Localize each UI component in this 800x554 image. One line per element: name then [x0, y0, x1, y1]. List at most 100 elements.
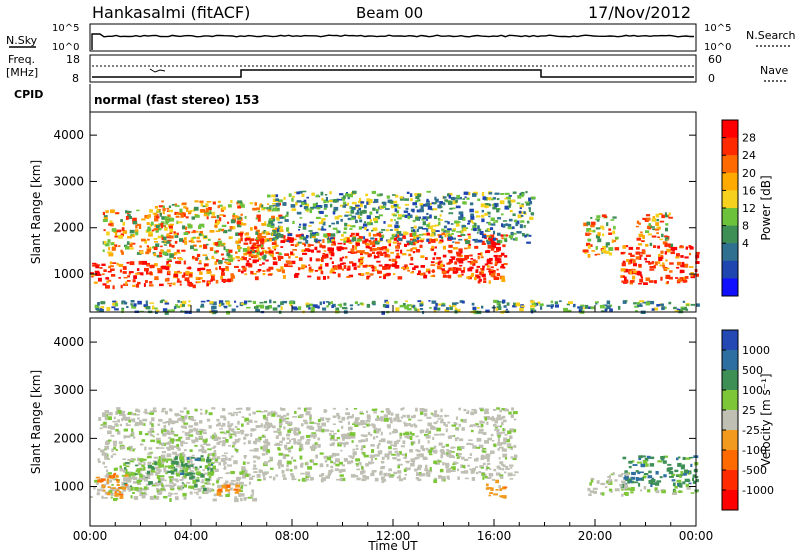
heatmap-cell — [144, 267, 149, 272]
heatmap-cell — [488, 192, 493, 195]
heatmap-cell — [664, 251, 667, 255]
heatmap-cell — [138, 225, 142, 229]
heatmap-cell — [264, 231, 270, 233]
heatmap-cell — [604, 308, 608, 312]
heatmap-cell — [372, 300, 376, 303]
colorbar-tick-label: 20 — [742, 167, 756, 180]
heatmap-cell — [250, 246, 255, 250]
heatmap-cell — [286, 433, 291, 437]
heatmap-cell — [247, 440, 251, 445]
heatmap-cell — [484, 440, 489, 444]
heatmap-cell — [456, 251, 459, 255]
heatmap-cell — [108, 247, 111, 251]
heatmap-cell — [112, 453, 117, 456]
heatmap-cell — [203, 490, 207, 494]
heatmap-cell — [349, 234, 353, 237]
heatmap-cell — [298, 223, 302, 226]
heatmap-cell — [266, 223, 272, 227]
heatmap-cell — [529, 216, 534, 220]
heatmap-cell — [270, 467, 274, 470]
heatmap-cell — [254, 245, 258, 248]
heatmap-cell — [139, 487, 143, 490]
heatmap-cell — [641, 477, 644, 481]
heatmap-cell — [633, 302, 637, 305]
heatmap-cell — [654, 261, 658, 266]
heatmap-cell — [208, 457, 211, 461]
heatmap-cell — [183, 232, 189, 235]
heatmap-cell — [430, 412, 433, 415]
heatmap-cell — [390, 237, 394, 240]
heatmap-cell — [147, 264, 150, 267]
heatmap-cell — [486, 239, 489, 243]
heatmap-cell — [596, 215, 601, 219]
heatmap-cell — [315, 454, 318, 459]
heatmap-cell — [214, 225, 218, 228]
heatmap-cell — [318, 221, 323, 225]
heatmap-cell — [287, 429, 292, 433]
heatmap-cell — [283, 477, 287, 480]
heatmap-cell — [477, 225, 480, 230]
heatmap-cell — [115, 428, 119, 432]
heatmap-cell — [474, 210, 479, 214]
heatmap-cell — [513, 418, 517, 421]
heatmap-cell — [353, 266, 357, 270]
heatmap-cell — [211, 211, 216, 216]
heatmap-cell — [224, 416, 227, 421]
heatmap-cell — [110, 222, 114, 227]
heatmap-cell — [384, 299, 388, 303]
heatmap-cell — [167, 494, 172, 497]
heatmap-cell — [111, 448, 114, 452]
heatmap-cell — [512, 411, 518, 415]
heatmap-cell — [665, 274, 671, 279]
heatmap-cell — [689, 246, 693, 250]
heatmap-cell — [226, 430, 230, 434]
heatmap-cell — [244, 233, 250, 236]
heatmap-cell — [477, 255, 480, 260]
heatmap-cell — [595, 218, 600, 221]
heatmap-cell — [487, 244, 492, 249]
heatmap-cell — [494, 257, 500, 261]
heatmap-cell — [358, 236, 363, 240]
heatmap-cell — [193, 427, 196, 432]
heatmap-cell — [372, 233, 377, 237]
heatmap-cell — [482, 462, 486, 466]
heatmap-cell — [449, 469, 453, 473]
heatmap-cell — [292, 195, 295, 198]
heatmap-cell — [325, 263, 329, 267]
heatmap-cell — [495, 203, 498, 208]
heatmap-cell — [308, 225, 312, 227]
heatmap-cell — [118, 277, 121, 279]
heatmap-cell — [330, 461, 334, 464]
heatmap-cell — [199, 420, 203, 424]
heatmap-cell — [138, 260, 144, 265]
heatmap-cell — [150, 221, 154, 226]
heatmap-cell — [408, 253, 412, 257]
heatmap-cell — [200, 408, 203, 411]
heatmap-cell — [291, 456, 294, 460]
heatmap-cell — [362, 470, 366, 474]
heatmap-cell — [252, 273, 257, 275]
heatmap-cell — [299, 204, 303, 208]
heatmap-cell — [490, 234, 495, 239]
heatmap-cell — [101, 478, 106, 481]
heatmap-cell — [343, 444, 346, 448]
heatmap-cell — [241, 466, 246, 470]
heatmap-cell — [502, 453, 508, 458]
heatmap-cell — [586, 228, 592, 232]
heatmap-cell — [423, 412, 428, 417]
heatmap-cell — [437, 204, 442, 209]
heatmap-cell — [664, 215, 668, 218]
heatmap-cell — [265, 418, 269, 422]
heatmap-cell — [435, 302, 438, 307]
heatmap-cell — [421, 448, 426, 452]
heatmap-cell — [363, 454, 369, 458]
heatmap-cell — [348, 214, 353, 216]
heatmap-cell — [463, 408, 467, 412]
heatmap-cell — [356, 250, 361, 253]
heatmap-cell — [210, 435, 213, 439]
heatmap-cell — [357, 215, 360, 219]
heatmap-cell — [645, 254, 651, 257]
heatmap-cell — [186, 457, 190, 460]
heatmap-cell — [593, 490, 597, 494]
heatmap-cell — [329, 270, 333, 274]
